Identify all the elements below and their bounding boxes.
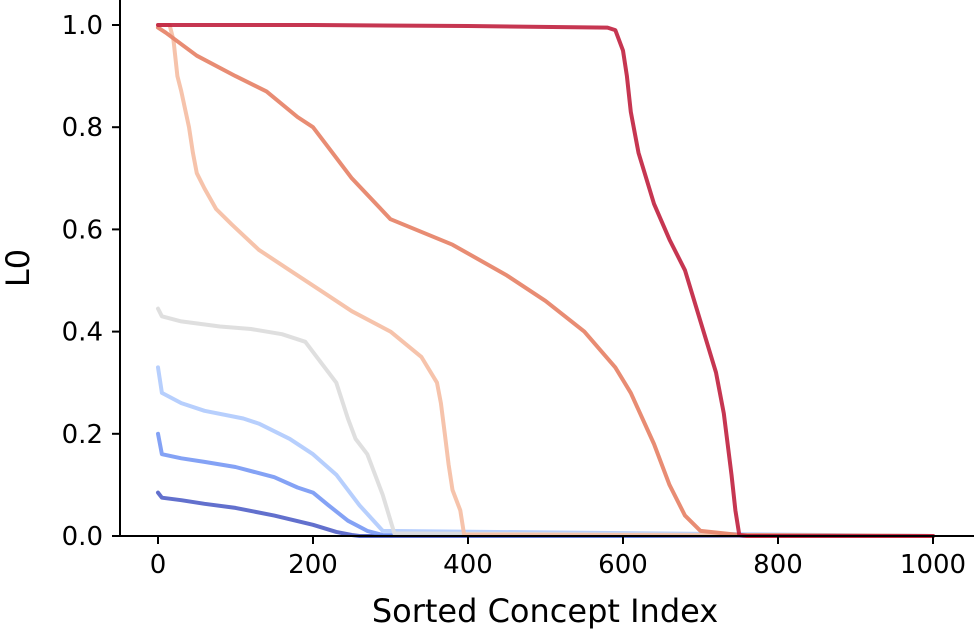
- series-line-4: [156, 306, 935, 538]
- y-tick-label: 0.6: [62, 215, 103, 245]
- x-tick-label: 0: [150, 550, 167, 580]
- y-tick-label: 0.8: [62, 113, 103, 143]
- x-tick-label: 200: [288, 550, 338, 580]
- series-line-1: [156, 490, 935, 538]
- y-axis-label: L0: [0, 249, 37, 287]
- x-axis-label: Sorted Concept Index: [372, 592, 718, 630]
- x-tick-label: 800: [753, 550, 803, 580]
- series-line-7: [156, 23, 935, 538]
- series-layer: [156, 23, 935, 538]
- x-tick-label: 400: [443, 550, 493, 580]
- y-ticks: 0.0 0.2 0.4 0.6 0.8 1.0: [62, 11, 120, 552]
- y-tick-label: 1.0: [62, 11, 103, 41]
- y-tick-label: 0.4: [62, 318, 103, 348]
- y-tick-label: 0.2: [62, 420, 103, 450]
- x-tick-label: 1000: [900, 550, 966, 580]
- y-tick-label: 0.0: [62, 522, 103, 552]
- series-line-3: [156, 365, 935, 538]
- series-line-2: [156, 431, 935, 538]
- series-line-6: [156, 25, 935, 538]
- x-ticks: 0 200 400 600 800 1000: [150, 536, 966, 580]
- series-line-5: [156, 23, 935, 538]
- x-tick-label: 600: [598, 550, 648, 580]
